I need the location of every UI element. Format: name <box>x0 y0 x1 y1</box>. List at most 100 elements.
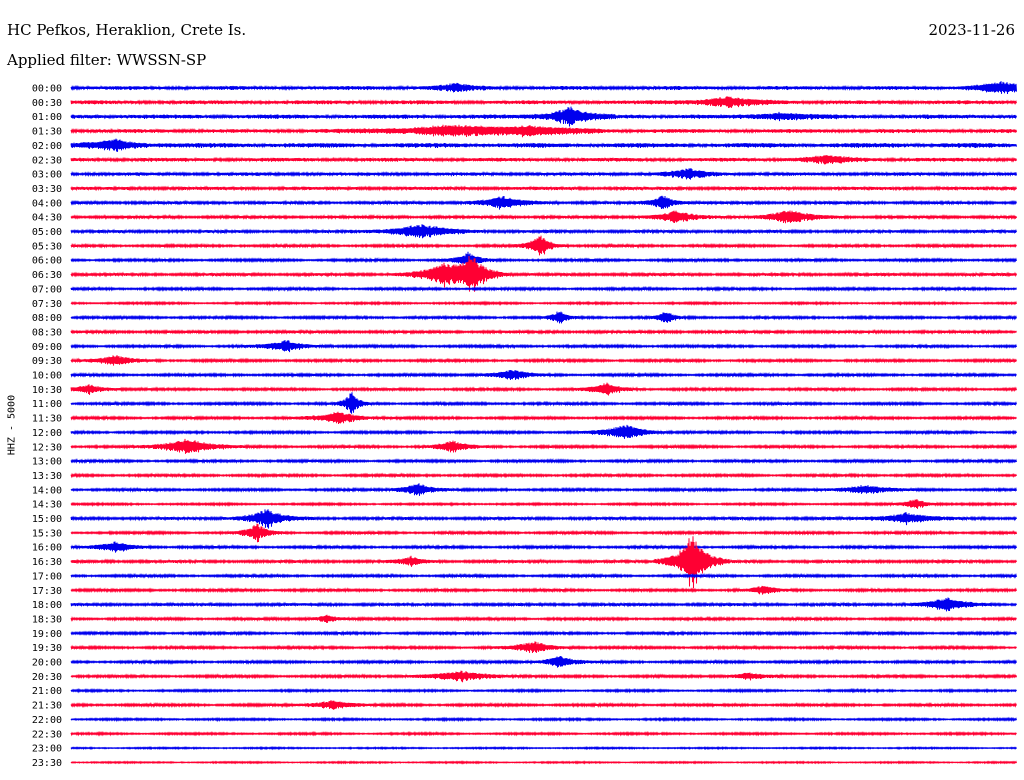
time-tick-label: 21:00 <box>32 686 62 697</box>
time-tick-label: 23:00 <box>32 744 62 755</box>
trace-line <box>70 597 1017 612</box>
time-tick-label: 17:00 <box>32 571 62 582</box>
trace-line <box>70 509 1017 529</box>
trace-line <box>70 285 1017 292</box>
trace-line <box>70 438 1017 454</box>
time-tick-label: 13:30 <box>32 471 62 482</box>
time-tick-label: 07:30 <box>32 299 62 310</box>
trace-line <box>70 155 1017 165</box>
time-tick-label: 21:30 <box>32 701 62 712</box>
time-tick-label: 23:30 <box>32 758 62 769</box>
trace-line <box>70 523 1017 543</box>
time-tick-label: 18:00 <box>32 600 62 611</box>
trace-line <box>70 700 1017 710</box>
time-tick-label: 22:00 <box>32 715 62 726</box>
trace-line <box>70 499 1017 509</box>
trace-line <box>70 255 1017 292</box>
time-tick-label: 10:30 <box>32 385 62 396</box>
trace-line <box>70 641 1017 654</box>
time-tick-label: 12:00 <box>32 428 62 439</box>
trace-line <box>70 457 1017 465</box>
time-tick-label: 07:00 <box>32 284 62 295</box>
time-tick-labels: 00:00 00:30 01:00 01:30 02:00 02:30 03:00 03:30… <box>32 84 62 769</box>
trace-line <box>70 210 1017 224</box>
trace-line <box>70 96 1017 109</box>
trace-line <box>70 138 1017 152</box>
time-tick-label: 08:00 <box>32 313 62 324</box>
trace-line <box>70 541 1017 553</box>
time-tick-label: 17:30 <box>32 586 62 597</box>
trace-line <box>70 614 1017 623</box>
time-tick-label: 18:30 <box>32 614 62 625</box>
trace-line <box>70 392 1017 414</box>
trace-line <box>70 195 1017 210</box>
trace-line <box>70 424 1017 439</box>
trace-line <box>70 300 1017 307</box>
time-tick-label: 19:00 <box>32 629 62 640</box>
trace-line <box>70 251 1017 270</box>
trace-line <box>70 235 1017 256</box>
time-tick-label: 04:30 <box>32 213 62 224</box>
time-tick-label: 05:00 <box>32 227 62 238</box>
time-tick-label: 22:30 <box>32 729 62 740</box>
trace-line <box>70 411 1017 425</box>
time-tick-label: 19:30 <box>32 643 62 654</box>
time-tick-label: 14:30 <box>32 500 62 511</box>
trace-line <box>70 311 1017 324</box>
trace-line <box>70 572 1017 579</box>
trace-line <box>70 745 1017 751</box>
time-tick-label: 09:00 <box>32 342 62 353</box>
trace-line <box>70 224 1017 239</box>
time-tick-label: 04:00 <box>32 198 62 209</box>
time-tick-label: 03:30 <box>32 184 62 195</box>
trace-line <box>70 585 1017 595</box>
trace-line <box>70 630 1017 637</box>
trace-line <box>70 185 1017 192</box>
trace-line <box>70 716 1017 723</box>
time-tick-label: 02:00 <box>32 141 62 152</box>
time-tick-label: 16:30 <box>32 557 62 568</box>
time-tick-label: 12:30 <box>32 442 62 453</box>
trace-line <box>70 340 1017 353</box>
trace-line <box>70 536 1017 589</box>
trace-line <box>70 483 1017 496</box>
time-tick-label: 13:00 <box>32 457 62 468</box>
trace-line <box>70 655 1017 668</box>
trace-line <box>70 355 1017 366</box>
trace-line <box>70 382 1017 396</box>
time-tick-label: 20:30 <box>32 672 62 683</box>
trace-line <box>70 168 1017 180</box>
time-tick-label: 15:00 <box>32 514 62 525</box>
time-tick-label: 11:30 <box>32 414 62 425</box>
trace-line <box>70 472 1017 479</box>
time-tick-label: 09:30 <box>32 356 62 367</box>
time-tick-label: 08:30 <box>32 327 62 338</box>
time-tick-label: 05:30 <box>32 241 62 252</box>
trace-line <box>70 730 1017 737</box>
time-tick-label: 00:30 <box>32 98 62 109</box>
date-label: 2023-11-26 <box>928 21 1015 39</box>
seismogram-traces <box>70 81 1017 765</box>
trace-line <box>70 106 1017 127</box>
time-tick-label: 06:30 <box>32 270 62 281</box>
trace-line <box>70 81 1017 95</box>
time-tick-label: 10:00 <box>32 371 62 382</box>
time-tick-label: 00:00 <box>32 84 62 95</box>
trace-line <box>70 760 1017 765</box>
time-tick-label: 15:30 <box>32 528 62 539</box>
trace-line <box>70 328 1017 335</box>
trace-line <box>70 124 1017 138</box>
time-tick-label: 03:00 <box>32 170 62 181</box>
trace-line <box>70 687 1017 694</box>
station-title: HC Pefkos, Heraklion, Crete Is. <box>7 21 247 39</box>
time-tick-label: 16:00 <box>32 543 62 554</box>
filter-label: Applied filter: WWSSN-SP <box>7 51 207 69</box>
time-tick-label: 14:00 <box>32 485 62 496</box>
trace-line <box>70 670 1017 683</box>
trace-line <box>70 369 1017 381</box>
time-tick-label: 06:00 <box>32 256 62 267</box>
time-tick-label: 01:30 <box>32 127 62 138</box>
time-tick-label: 20:00 <box>32 658 62 669</box>
time-tick-label: 11:00 <box>32 399 62 410</box>
